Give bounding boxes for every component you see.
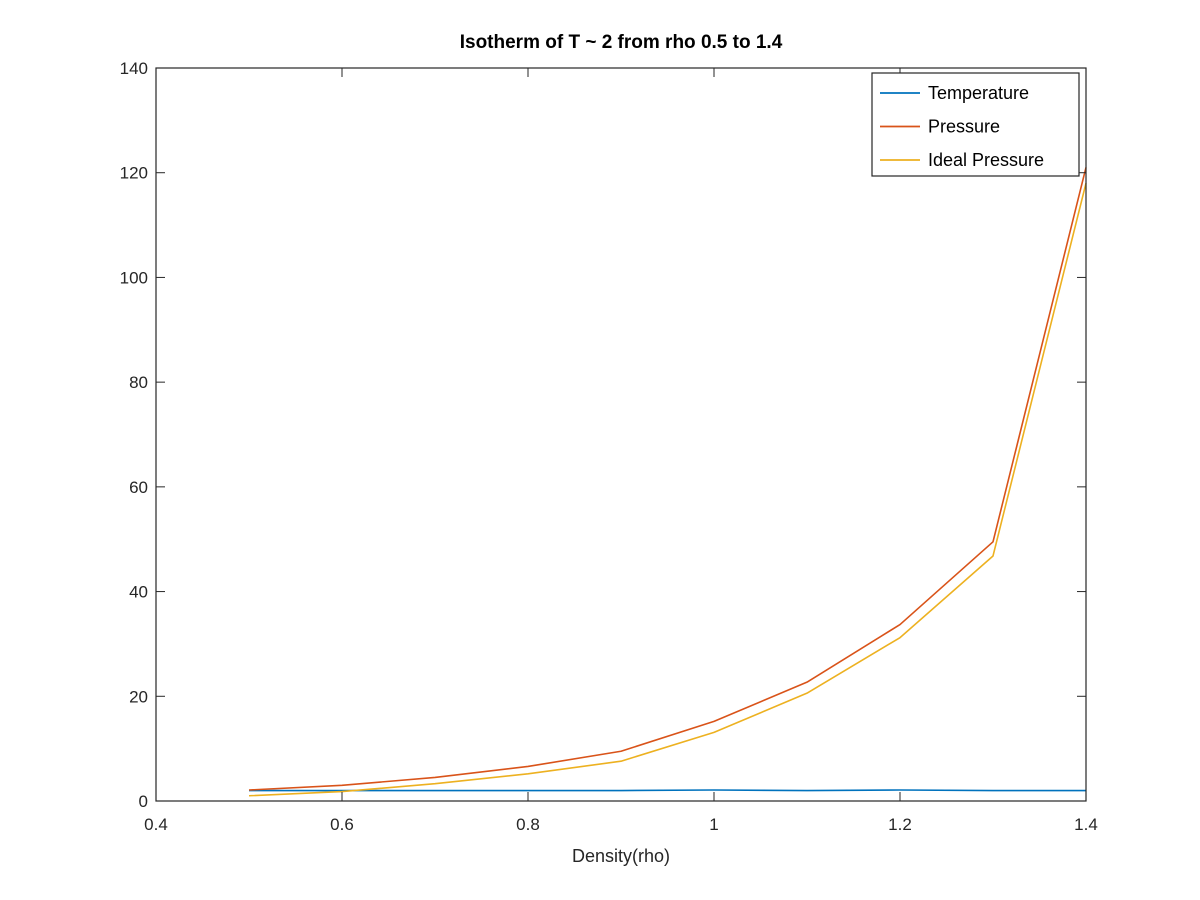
y-tick-label: 0 — [139, 792, 148, 811]
plot-area — [156, 68, 1086, 801]
x-tick-label: 1.2 — [888, 815, 912, 834]
x-tick-label: 0.4 — [144, 815, 168, 834]
series-line-ideal-pressure — [248, 182, 1087, 797]
y-tick-label: 40 — [129, 583, 148, 602]
chart-title: Isotherm of T ~ 2 from rho 0.5 to 1.4 — [460, 32, 783, 53]
y-tick-label: 60 — [129, 478, 148, 497]
y-tick-label: 140 — [120, 59, 148, 78]
y-tick-label: 100 — [120, 268, 148, 287]
x-tick-label: 1.4 — [1074, 815, 1098, 834]
legend-box — [871, 72, 1080, 177]
legend-label-ideal-pressure: Ideal Pressure — [928, 150, 1044, 170]
ticks-layer: 0.4 0.6 0.8 1 1.2 1.4 0 20 40 60 80 100 120 140 — [120, 59, 1098, 834]
axes-layer — [155, 67, 1087, 802]
x-axis-title: Density(rho) — [572, 846, 670, 866]
y-tick-label: 80 — [129, 373, 148, 392]
x-tick-label: 0.6 — [330, 815, 354, 834]
y-tick-label: 120 — [120, 164, 148, 183]
series-line-temperature — [249, 789, 1086, 792]
series-layer — [248, 167, 1087, 797]
legend: Temperature Pressure Ideal Pressure — [871, 72, 1080, 177]
axes-box — [155, 67, 1087, 802]
legend-label-temperature: Temperature — [928, 83, 1029, 103]
legend-label-pressure: Pressure — [928, 117, 1000, 137]
x-tick-label: 1 — [709, 815, 718, 834]
series-line-pressure — [248, 167, 1087, 791]
x-tick-label: 0.8 — [516, 815, 540, 834]
y-tick-label: 20 — [129, 687, 148, 706]
